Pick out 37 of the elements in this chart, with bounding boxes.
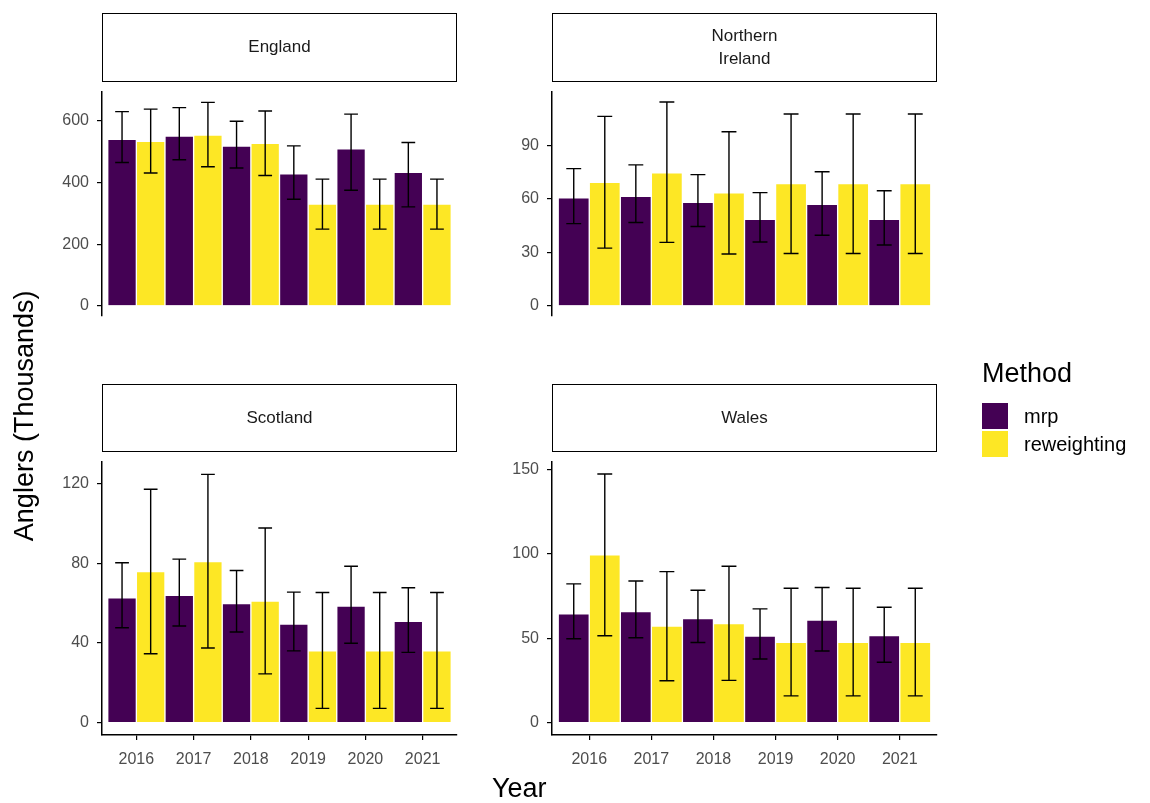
chart-title: England bbox=[102, 13, 457, 82]
y-tick-label: 40 bbox=[71, 633, 90, 651]
y-axis-title: Anglers (Thousands) bbox=[8, 290, 40, 542]
y-tick-label: 90 bbox=[521, 135, 540, 153]
y-tick-label: 150 bbox=[512, 460, 540, 478]
y-tick-label: 100 bbox=[512, 544, 540, 562]
y-tick-label: 0 bbox=[530, 296, 540, 314]
legend-label: mrp bbox=[1024, 404, 1059, 428]
x-tick-label: 2019 bbox=[757, 750, 794, 768]
x-tick-label: 2017 bbox=[175, 750, 212, 768]
x-tick-label: 2016 bbox=[571, 750, 608, 768]
y-tick-label: 600 bbox=[62, 111, 90, 129]
y-tick-label: 400 bbox=[62, 172, 90, 190]
legend-title: Method bbox=[982, 358, 1074, 388]
y-tick-label: 0 bbox=[80, 713, 90, 731]
x-tick-label: 2019 bbox=[290, 750, 327, 768]
y-tick-label: 0 bbox=[80, 296, 90, 314]
x-tick-label: 2018 bbox=[233, 750, 269, 768]
y-tick-label: 0 bbox=[530, 712, 540, 730]
x-axis-title: Year bbox=[492, 773, 547, 803]
chart-title: Northern Ireland bbox=[552, 13, 937, 82]
x-tick-label: 2020 bbox=[347, 750, 384, 768]
legend-label: reweighting bbox=[1024, 432, 1127, 456]
chart-title: Wales bbox=[552, 384, 937, 452]
y-tick-label: 120 bbox=[62, 474, 90, 492]
x-tick-label: 2016 bbox=[118, 750, 155, 768]
x-tick-label: 2017 bbox=[633, 750, 670, 768]
chart-title: Scotland bbox=[102, 384, 457, 452]
y-tick-label: 80 bbox=[71, 553, 90, 571]
y-tick-label: 60 bbox=[521, 189, 540, 207]
x-tick-label: 2020 bbox=[819, 750, 856, 768]
x-tick-label: 2021 bbox=[404, 750, 441, 768]
y-tick-label: 200 bbox=[62, 234, 90, 252]
y-tick-label: 30 bbox=[521, 242, 540, 260]
x-tick-label: 2021 bbox=[881, 750, 918, 768]
y-tick-label: 50 bbox=[521, 628, 540, 646]
x-tick-label: 2018 bbox=[695, 750, 732, 768]
